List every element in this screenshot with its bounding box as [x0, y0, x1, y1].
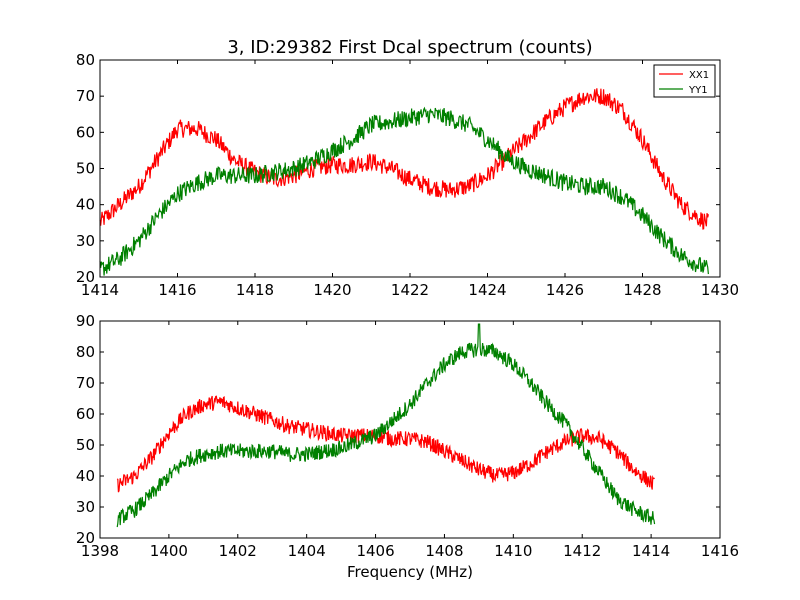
x-tick-label: 1430 [701, 281, 739, 299]
bottom-panel: 1398 1400 1402 1404 1406 1408 1410 1412 1414 1416… [76, 312, 739, 560]
y-tick-label: 70 [76, 87, 95, 105]
y-tick-label: 20 [76, 268, 95, 286]
x-tick-label: 1426 [546, 281, 584, 299]
series-yy1-line [116, 323, 656, 528]
x-axis-label: Frequency (MHz) [347, 563, 473, 581]
x-tick-label: 1410 [494, 542, 532, 560]
chart-title: 3, ID:29382 First Dcal spectrum (counts) [227, 37, 592, 58]
x-tick-label: 1400 [150, 542, 188, 560]
x-tick-label: 1412 [563, 542, 601, 560]
y-tick-label: 60 [76, 123, 95, 141]
x-tick-label: 1414 [632, 542, 670, 560]
y-tick-label: 80 [76, 343, 95, 361]
y-tick-label: 50 [76, 436, 95, 454]
axes-frame [99, 320, 721, 539]
y-tick-label: 60 [76, 405, 95, 423]
y-tick-label: 70 [76, 374, 95, 392]
x-tick-label: 1402 [219, 542, 257, 560]
series-yy1-line [99, 106, 709, 276]
y-tick-label: 30 [76, 498, 95, 516]
y-tick-label: 80 [76, 51, 95, 69]
y-tick-label: 30 [76, 232, 95, 250]
y-tick-label: 40 [76, 467, 95, 485]
x-tick-label: 1416 [701, 542, 739, 560]
x-tick-label: 1424 [468, 281, 506, 299]
x-tick-label: 1416 [158, 281, 196, 299]
y-tick-label: 20 [76, 529, 95, 547]
x-tick-label: 1408 [425, 542, 463, 560]
x-tick-label: 1414 [81, 281, 119, 299]
top-panel: 1414 1416 1418 1420 1422 1424 1426 1428 1430 20 30… [76, 51, 739, 299]
x-tick-label: 1398 [81, 542, 119, 560]
legend-label-xx1: XX1 [689, 70, 709, 81]
x-tick-label: 1422 [391, 281, 429, 299]
series-xx1-line [99, 88, 709, 230]
legend-label-yy1: YY1 [688, 85, 708, 96]
y-tick-label: 40 [76, 196, 95, 214]
x-tick-label: 1428 [623, 281, 661, 299]
y-tick-label: 90 [76, 312, 95, 330]
x-tick-label: 1406 [356, 542, 394, 560]
legend-box [653, 64, 716, 98]
x-tick-label: 1418 [236, 281, 274, 299]
x-tick-label: 1420 [313, 281, 351, 299]
x-tick-label: 1404 [288, 542, 326, 560]
y-tick-label: 50 [76, 160, 95, 178]
